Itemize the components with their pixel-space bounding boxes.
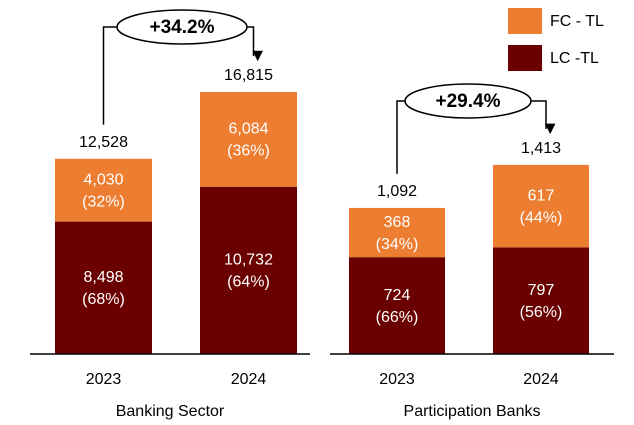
growth-arrow (247, 26, 263, 62)
bar-segment (493, 164, 589, 248)
share-label: (66%) (376, 309, 419, 326)
growth-label: +34.2% (150, 17, 215, 38)
total-label: 16,815 (224, 67, 273, 84)
share-label: (32%) (82, 193, 125, 210)
legend-label: LC -TL (550, 50, 599, 67)
value-label: 368 (384, 214, 411, 231)
bar-segment (349, 257, 445, 354)
x-axis-label: Banking Sector (116, 403, 225, 420)
value-label: 797 (528, 282, 555, 299)
growth-arrow (531, 100, 556, 135)
share-label: (68%) (82, 291, 125, 308)
growth-bracket (396, 100, 405, 174)
share-label: (34%) (376, 236, 419, 253)
share-label: (36%) (227, 143, 270, 160)
total-label: 12,528 (79, 134, 128, 151)
total-label: 1,092 (377, 183, 417, 200)
growth-bubble (116, 9, 248, 45)
legend-swatch (508, 45, 542, 71)
share-label: (44%) (520, 209, 563, 226)
x-axis-label: Participation Banks (404, 403, 541, 420)
share-label: (56%) (520, 304, 563, 321)
value-label: 4,030 (83, 171, 123, 188)
value-label: 8,498 (83, 269, 123, 286)
x-tick-label: 2023 (86, 371, 122, 388)
bar-segment (200, 91, 297, 187)
bar-segment (349, 207, 445, 258)
x-tick-label: 2024 (523, 371, 559, 388)
value-label: 617 (528, 187, 555, 204)
growth-bracket (102, 26, 117, 125)
legend-label: FC - TL (550, 13, 604, 30)
x-tick-label: 2023 (379, 371, 415, 388)
growth-label: +29.4% (436, 91, 501, 112)
share-label: (64%) (227, 274, 270, 291)
legend-swatch (508, 8, 542, 34)
bar-segment (200, 186, 297, 354)
value-label: 6,084 (228, 121, 268, 138)
bar-segment (493, 247, 589, 354)
growth-bubble (404, 83, 532, 119)
value-label: 10,732 (224, 252, 273, 269)
value-label: 724 (384, 287, 411, 304)
x-tick-label: 2024 (231, 371, 267, 388)
bar-segment (55, 158, 152, 222)
bar-segment (55, 221, 152, 354)
total-label: 1,413 (521, 140, 561, 157)
